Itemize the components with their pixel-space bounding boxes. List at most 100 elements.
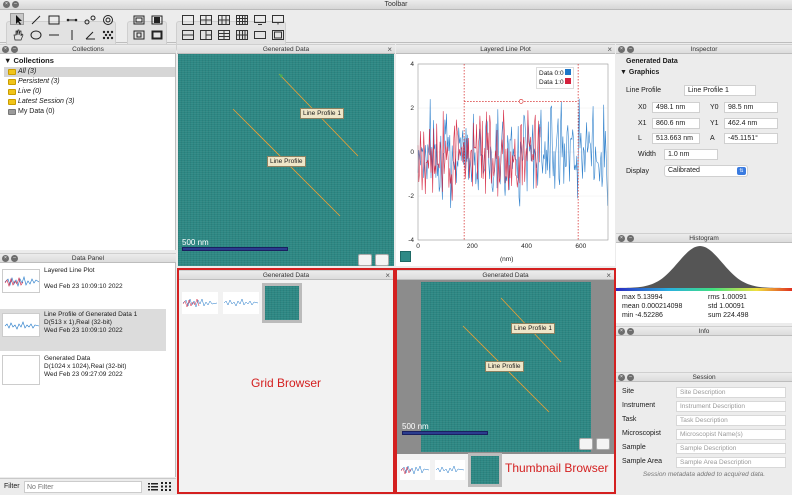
- lattice-tool-icon[interactable]: [100, 28, 114, 40]
- point-pair-tool-icon[interactable]: [82, 13, 96, 25]
- generated-data-image[interactable]: Line Profile 1 Line Profile 500 nm: [178, 54, 394, 266]
- interval-handle[interactable]: [518, 99, 524, 104]
- x0-field[interactable]: 498.1 nm: [652, 102, 700, 113]
- chevron-updown-icon[interactable]: ⇅: [737, 167, 746, 175]
- line-profile-tool-icon[interactable]: [64, 13, 78, 25]
- collection-live[interactable]: Live (0): [4, 87, 175, 97]
- display-select[interactable]: Calibrated ⇅: [664, 165, 748, 177]
- layout-tall-icon[interactable]: [270, 28, 284, 40]
- minimize-panel-button[interactable]: [11, 46, 18, 53]
- line-profile-field-label: Line Profile: [626, 87, 662, 94]
- ring-tool-icon[interactable]: [100, 13, 114, 25]
- minimize-panel-button[interactable]: [627, 374, 634, 381]
- layout-split-h-icon[interactable]: [180, 28, 194, 40]
- line-plot-chart[interactable]: 420-2-40 200 400 600: [396, 54, 615, 266]
- disclosure-triangle-icon[interactable]: ▼: [4, 56, 14, 65]
- fill-view-button[interactable]: [596, 438, 610, 450]
- collection-latest-session[interactable]: Latest Session (3): [4, 97, 175, 107]
- fit-view-icon[interactable]: [131, 13, 145, 25]
- length-field[interactable]: 513.663 nm: [652, 133, 700, 144]
- layout-six-icon[interactable]: [216, 13, 230, 25]
- close-panel-button[interactable]: [618, 374, 625, 381]
- angle-tool-icon[interactable]: [82, 28, 96, 40]
- rectangle-tool-icon[interactable]: [46, 13, 60, 25]
- close-panel-button[interactable]: [2, 255, 9, 262]
- thumb-strip-plot[interactable]: [400, 460, 430, 480]
- one-to-one-view-icon[interactable]: [131, 28, 145, 40]
- data-item-line-profile[interactable]: Line Profile of Generated Data 1 D(513 x …: [0, 309, 166, 351]
- fill-view-icon[interactable]: [149, 13, 163, 25]
- pointer-tool-icon[interactable]: [10, 13, 24, 25]
- layout-dense-grid-icon[interactable]: [234, 28, 248, 40]
- y0-field[interactable]: 98.5 nm: [724, 102, 778, 113]
- close-icon[interactable]: ×: [606, 271, 611, 280]
- histogram-curve[interactable]: [616, 243, 792, 291]
- minimize-window-button[interactable]: [12, 1, 19, 8]
- data-thumbnail-button[interactable]: [400, 251, 411, 262]
- close-panel-button[interactable]: [618, 328, 625, 335]
- sample-area-input[interactable]: Sample Area Description: [676, 457, 786, 468]
- line-profile-name-field[interactable]: Line Profile 1: [684, 85, 756, 96]
- thumbnail-browser-image[interactable]: Line Profile 1 Line Profile: [421, 282, 591, 452]
- layout-single-icon[interactable]: [180, 13, 194, 25]
- data-item-layered-line-plot[interactable]: Layered Line Plot Wed Feb 23 10:09:10 202…: [0, 265, 166, 307]
- fit-view-button[interactable]: [358, 254, 372, 266]
- list-view-icon[interactable]: [148, 482, 158, 491]
- minimize-panel-button[interactable]: [627, 328, 634, 335]
- collection-my-data[interactable]: My Data (0): [4, 107, 175, 117]
- inspector-panel-title: Inspector: [616, 44, 792, 54]
- angle-field[interactable]: -45.1151°: [724, 133, 778, 144]
- disclosure-triangle-icon[interactable]: ▼: [620, 69, 629, 76]
- hand-tool-icon[interactable]: [10, 28, 24, 41]
- minimize-panel-button[interactable]: [627, 46, 634, 53]
- fit-view-button[interactable]: [579, 438, 593, 450]
- grid-view-icon[interactable]: [161, 482, 171, 491]
- scale-bar: [402, 431, 488, 435]
- grid-thumbnail-image-selected[interactable]: [262, 283, 302, 323]
- thumbnail-browser-image-area[interactable]: Line Profile 1 Line Profile 500 nm: [397, 280, 614, 454]
- session-task-row: Task Task Description: [616, 414, 792, 428]
- thumb-strip-profile[interactable]: [435, 460, 465, 480]
- task-input[interactable]: Task Description: [676, 415, 786, 426]
- close-icon[interactable]: ×: [387, 45, 392, 54]
- filter-input[interactable]: [24, 481, 142, 493]
- close-icon[interactable]: ×: [385, 271, 390, 280]
- horizontal-line-tool-icon[interactable]: [46, 28, 60, 40]
- close-panel-button[interactable]: [618, 235, 625, 242]
- instrument-input[interactable]: Instrument Description: [676, 401, 786, 412]
- grid-thumbnail-profile[interactable]: [223, 292, 259, 314]
- minimize-panel-button[interactable]: [11, 255, 18, 262]
- fill-view-button[interactable]: [375, 254, 389, 266]
- layout-display-icon[interactable]: [252, 13, 266, 25]
- line-tool-icon[interactable]: [28, 13, 42, 25]
- ellipse-tool-icon[interactable]: [28, 28, 42, 40]
- layout-split-three-icon[interactable]: [198, 28, 212, 40]
- sample-input[interactable]: Sample Description: [676, 443, 786, 454]
- collections-header[interactable]: ▼ Collections: [0, 54, 175, 67]
- layout-rows-icon[interactable]: [216, 28, 230, 40]
- grid-thumbnail-plot[interactable]: [182, 292, 218, 314]
- histogram-panel[interactable]: max 5.13994 rms 1.00091 mean 0.000214098…: [616, 243, 792, 323]
- close-panel-button[interactable]: [2, 46, 9, 53]
- layout-wide-icon[interactable]: [252, 28, 266, 40]
- collection-persistent[interactable]: Persistent (3): [4, 77, 175, 87]
- close-icon[interactable]: ×: [607, 45, 612, 54]
- collection-all[interactable]: All (3): [4, 67, 175, 77]
- graphics-section-header[interactable]: ▼ Graphics: [620, 69, 659, 76]
- layout-quad-icon[interactable]: [198, 13, 212, 25]
- width-field[interactable]: 1.0 nm: [664, 149, 718, 160]
- x1-field[interactable]: 860.6 nm: [652, 118, 700, 129]
- close-window-button[interactable]: [3, 1, 10, 8]
- minimize-panel-button[interactable]: [627, 235, 634, 242]
- two-to-one-view-icon[interactable]: [149, 28, 163, 40]
- thumb-strip-image-selected[interactable]: [468, 453, 502, 487]
- line-plot-panel[interactable]: 4 2 0 -2 -4 0 200 400 600 Data 0:0 Data 1:0 (nm): [396, 54, 615, 266]
- vertical-line-tool-icon[interactable]: [64, 28, 78, 40]
- close-panel-button[interactable]: [618, 46, 625, 53]
- site-input[interactable]: Site Description: [676, 387, 786, 398]
- y1-field[interactable]: 462.4 nm: [724, 118, 778, 129]
- microscopist-input[interactable]: Microscopist Name(s): [676, 429, 786, 440]
- layout-monitor-icon[interactable]: [270, 13, 284, 25]
- data-item-generated-data[interactable]: Generated Data D(1024 x 1024),Real (32-bi…: [0, 353, 166, 395]
- layout-grid-icon[interactable]: [234, 13, 248, 25]
